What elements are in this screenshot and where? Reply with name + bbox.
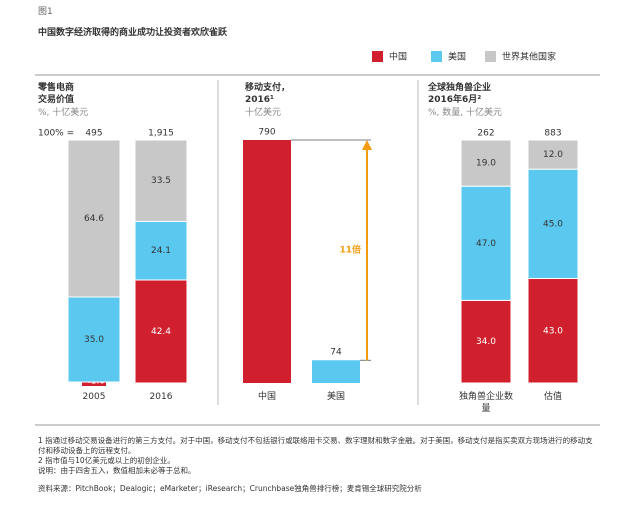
bar bbox=[312, 360, 360, 383]
footnote: 说明：由于四舍五入，数值相加未必等于总和。 bbox=[38, 466, 196, 475]
footnote: 2 指市值与10亿美元或以上的初创企业。 bbox=[38, 456, 175, 465]
bar-segment bbox=[134, 139, 188, 222]
source: 资料来源：PitchBook；Dealogic；eMarketer；iResea… bbox=[38, 484, 422, 493]
x-tick-label: 2005 bbox=[82, 392, 106, 402]
value-label: 24.1 bbox=[151, 246, 171, 256]
legend-label: 美国 bbox=[448, 51, 466, 63]
panel-title: 移动支付， 2016¹ bbox=[245, 83, 291, 105]
annotation: 11倍 bbox=[339, 244, 361, 256]
bar-segment bbox=[527, 168, 579, 280]
total-label: 1,915 bbox=[148, 129, 174, 139]
x-tick-label: 估值 bbox=[543, 392, 562, 402]
legend-label: 世界其他国家 bbox=[502, 51, 556, 63]
value-label: 74 bbox=[330, 348, 342, 358]
value-label: 33.5 bbox=[151, 176, 171, 186]
value-label: 43.0 bbox=[543, 326, 563, 336]
footnotes: 1 指通过移动交易设备进行的第三方支付。对于中国，移动支付不包括银行或联络用卡交… bbox=[38, 436, 598, 494]
x-tick-label: 独角兽企业数量 bbox=[458, 392, 513, 414]
bar-segment bbox=[460, 185, 512, 301]
bar-segment bbox=[460, 139, 512, 187]
total-label: 495 bbox=[85, 129, 102, 139]
panel-subtitle: 十亿美元 bbox=[245, 108, 282, 118]
bar bbox=[243, 140, 291, 383]
value-label: 64.6 bbox=[84, 214, 104, 224]
value-label: 34.0 bbox=[476, 337, 496, 347]
value-label: 42.4 bbox=[151, 327, 171, 337]
figure-label: 图1 bbox=[38, 7, 53, 17]
bar-segment bbox=[527, 278, 579, 384]
title: 中国数字经济取得的商业成功让投资者欢欣雀跃 bbox=[38, 28, 228, 38]
bar-segment bbox=[134, 220, 188, 281]
x-tick-label: 2016 bbox=[149, 392, 173, 402]
arrow-head bbox=[362, 140, 372, 150]
legend-swatch bbox=[485, 51, 496, 62]
bar-segment bbox=[134, 279, 188, 384]
total-label: 262 bbox=[477, 129, 494, 139]
bar-segment bbox=[527, 139, 579, 170]
value-label: 12.0 bbox=[543, 150, 563, 160]
total-label: 883 bbox=[544, 129, 561, 139]
value-label: 35.0 bbox=[84, 335, 104, 345]
value-label: 19.0 bbox=[476, 159, 496, 169]
panel-subtitle: %, 数量, 十亿美元 bbox=[428, 108, 502, 118]
panel-subtitle: %, 十亿美元 bbox=[38, 108, 89, 118]
bar-segment bbox=[67, 296, 121, 383]
panel-title: 全球独角兽企业 2016年6月² bbox=[428, 83, 492, 105]
legend-swatch bbox=[372, 51, 383, 62]
legend-label: 中国 bbox=[389, 51, 407, 63]
x-tick-label: 中国 bbox=[257, 392, 276, 402]
bar-segment bbox=[67, 139, 121, 298]
footnote: 1 指通过移动交易设备进行的第三方支付。对于中国，移动支付不包括银行或联络用卡交… bbox=[38, 436, 593, 455]
panel-title: 零售电商 交易价值 bbox=[38, 83, 75, 105]
total-prefix: 100% = bbox=[38, 129, 74, 139]
bar-segment bbox=[460, 299, 512, 384]
x-tick-label: 美国 bbox=[326, 392, 345, 402]
value-label: 790 bbox=[258, 128, 275, 138]
legend-swatch bbox=[431, 51, 442, 62]
value-label: 47.0 bbox=[476, 239, 496, 249]
value-label: 45.0 bbox=[543, 219, 563, 229]
